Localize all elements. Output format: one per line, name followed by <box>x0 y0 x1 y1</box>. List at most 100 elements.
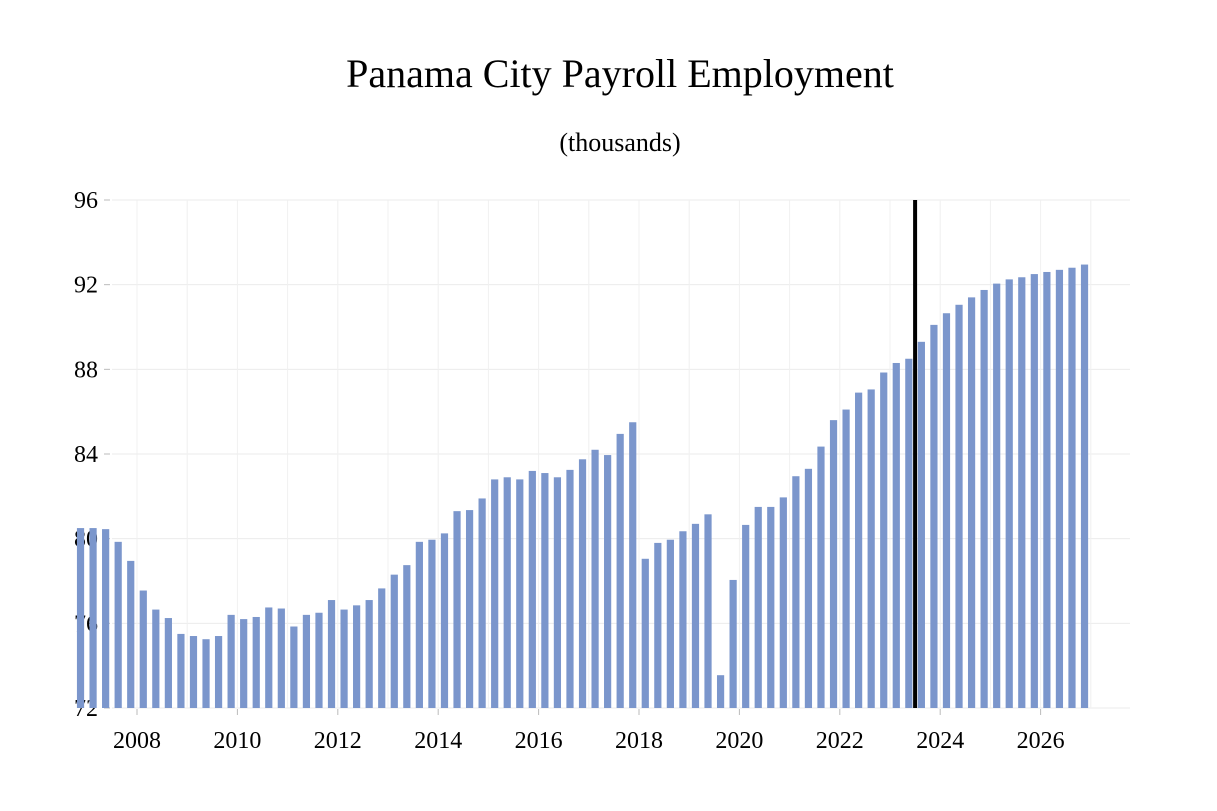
bar <box>76 528 85 708</box>
bar <box>716 675 725 708</box>
chart-title: Panama City Payroll Employment <box>346 51 894 96</box>
bar <box>227 614 235 708</box>
bar <box>553 477 562 708</box>
bar <box>189 636 198 708</box>
bar <box>880 372 888 708</box>
bar <box>666 539 674 708</box>
bar <box>1043 271 1051 708</box>
bar <box>578 459 587 708</box>
x-tick-label: 2016 <box>515 728 563 754</box>
bar <box>867 389 875 708</box>
bar <box>89 528 97 708</box>
bar <box>704 514 712 708</box>
bar <box>1080 264 1089 708</box>
bar <box>164 618 172 708</box>
bar <box>1068 267 1076 708</box>
bar <box>503 477 511 708</box>
bar <box>641 558 649 708</box>
y-tick-label: 92 <box>74 273 98 299</box>
bar <box>591 449 599 708</box>
x-tick-label: 2026 <box>1017 728 1065 754</box>
bar <box>327 600 336 708</box>
x-tick-label: 2012 <box>314 728 362 754</box>
bar <box>290 626 298 708</box>
bar <box>905 358 913 708</box>
bar <box>491 479 499 708</box>
bar <box>214 636 223 708</box>
bar <box>842 409 850 708</box>
bar <box>478 498 486 708</box>
bar <box>428 539 436 708</box>
bar <box>403 565 411 709</box>
bar <box>127 560 135 708</box>
bar <box>967 297 976 708</box>
bar <box>516 479 524 708</box>
y-tick-label: 84 <box>74 442 98 468</box>
bar <box>679 531 687 708</box>
bar <box>528 470 536 708</box>
bar <box>566 469 574 709</box>
bar <box>742 524 750 708</box>
bar <box>1005 279 1013 709</box>
bar <box>767 506 775 708</box>
bar <box>691 523 700 708</box>
bar <box>202 639 210 708</box>
x-tick-label: 2022 <box>816 728 864 754</box>
bar <box>729 579 737 708</box>
bar <box>541 473 549 708</box>
bar <box>265 607 273 708</box>
x-tick-label: 2024 <box>916 728 964 754</box>
y-tick-label: 96 <box>74 188 98 214</box>
bar <box>302 614 311 708</box>
bar <box>616 433 624 708</box>
bar <box>604 455 612 708</box>
bar <box>453 511 461 708</box>
x-tick-label: 2014 <box>414 728 462 754</box>
bar <box>855 392 863 708</box>
bar <box>654 542 662 708</box>
bar <box>365 600 373 708</box>
bar <box>340 609 348 708</box>
bar <box>930 324 938 708</box>
bar <box>240 619 248 708</box>
bar <box>1018 277 1026 708</box>
bar <box>942 313 951 708</box>
x-tick-label: 2010 <box>213 728 261 754</box>
bar <box>629 422 637 708</box>
bar <box>1055 269 1064 708</box>
bar <box>390 574 398 708</box>
x-tick-label: 2008 <box>113 728 161 754</box>
bar <box>955 304 963 708</box>
bar <box>779 497 787 708</box>
bar <box>252 616 260 708</box>
bar <box>993 283 1001 708</box>
bar <box>804 468 813 708</box>
bar <box>177 633 185 708</box>
bar <box>465 510 474 708</box>
x-tick-label: 2020 <box>715 728 763 754</box>
bar <box>277 608 285 708</box>
bar <box>829 420 838 708</box>
bar <box>315 612 323 708</box>
bar <box>102 529 110 708</box>
bar <box>114 541 122 708</box>
bar <box>440 533 449 709</box>
bar <box>754 506 762 708</box>
bar <box>980 289 988 708</box>
bar <box>378 588 386 708</box>
x-axis: 2008 2010 2012 2014 2016 2018 2020 2022 2024 2026 <box>113 709 1065 754</box>
bar-series <box>76 264 1089 709</box>
chart-subtitle: (thousands) <box>559 128 681 157</box>
bar <box>152 609 160 708</box>
bar <box>139 590 147 708</box>
y-tick-label: 88 <box>74 357 98 383</box>
bar <box>792 476 800 708</box>
bar <box>892 362 900 708</box>
bar <box>817 446 825 708</box>
x-tick-label: 2018 <box>615 728 663 754</box>
bar <box>1030 274 1038 708</box>
bar <box>415 541 423 708</box>
bar <box>353 605 361 708</box>
grid-lines <box>112 199 1130 709</box>
